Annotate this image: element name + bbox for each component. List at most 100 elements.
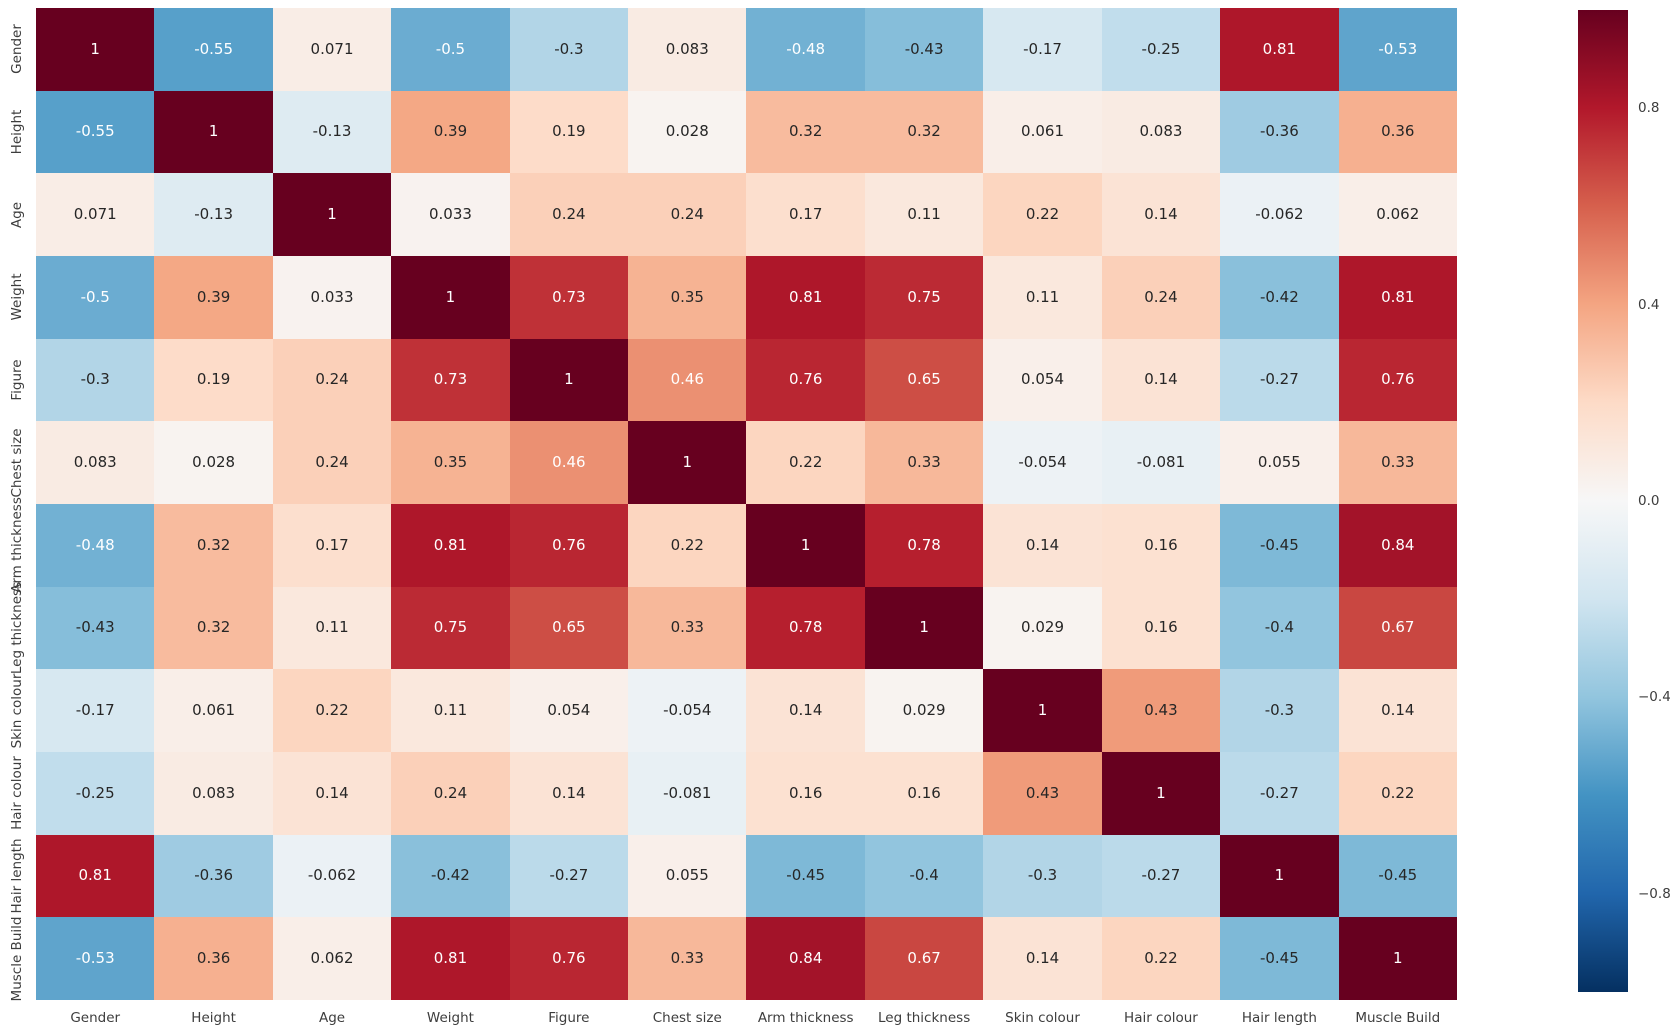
heatmap-cell: -0.062 — [272, 834, 392, 918]
heatmap-cell: 0.24 — [391, 751, 510, 835]
cell-value: 1 — [327, 205, 337, 224]
heatmap-cell: 0.81 — [746, 255, 865, 339]
heatmap-cell: 0.061 — [154, 669, 273, 752]
cell-value: 0.35 — [670, 287, 704, 306]
heatmap-cell: 0.24 — [272, 421, 392, 504]
cell-value: 0.11 — [907, 205, 941, 224]
x-tick-label: Age — [318, 1010, 346, 1026]
cell-value: 0.14 — [1144, 370, 1178, 389]
heatmap-cell: 0.22 — [1101, 917, 1221, 1000]
cell-value: 0.16 — [1144, 618, 1178, 637]
heatmap-cell: 0.24 — [272, 338, 392, 422]
heatmap-cell: -0.17 — [36, 669, 155, 752]
heatmap-cell: 0.24 — [509, 173, 629, 256]
cell-value: 0.19 — [196, 370, 231, 389]
heatmap-cell: -0.53 — [36, 917, 155, 1000]
heatmap-cell: 0.32 — [154, 586, 273, 670]
heatmap-cell: -0.4 — [864, 834, 984, 918]
cell-value: 1 — [208, 122, 219, 141]
cell-value: 0.14 — [1144, 205, 1178, 224]
cell-value: -0.3 — [1264, 701, 1294, 720]
heatmap-cell: -0.3 — [983, 834, 1102, 918]
heatmap-cell: 1 — [391, 255, 510, 339]
heatmap-cell: 0.055 — [1220, 421, 1339, 504]
heatmap-cell: -0.45 — [1220, 917, 1339, 1000]
heatmap-cell: 0.81 — [1338, 255, 1457, 339]
heatmap-cell: -0.5 — [36, 255, 155, 339]
cell-value: 0.22 — [670, 535, 704, 554]
heatmap-cell: -0.27 — [1220, 751, 1339, 835]
cell-value: 0.24 — [315, 370, 349, 389]
heatmap-cell: -0.054 — [628, 669, 747, 752]
cell-value: 0.062 — [310, 949, 354, 968]
heatmap-cell: 0.81 — [1220, 8, 1339, 91]
heatmap-cell: 0.75 — [391, 586, 510, 670]
cell-value: 1 — [90, 39, 100, 58]
heatmap-cell: -0.062 — [1220, 173, 1339, 256]
heatmap-cell: 0.028 — [628, 90, 747, 174]
heatmap-cell: 0.22 — [746, 421, 865, 504]
heatmap-cell: 0.73 — [391, 338, 510, 422]
heatmap-cell: 1 — [1101, 751, 1221, 835]
cell-value: 0.32 — [788, 122, 823, 141]
cell-value: 1 — [445, 287, 456, 306]
heatmap-cell: 0.81 — [391, 917, 510, 1000]
x-tick-label: Weight — [426, 1010, 474, 1026]
heatmap-cell: 0.33 — [628, 586, 747, 670]
cell-value: -0.13 — [194, 205, 234, 224]
cell-value: 0.84 — [788, 949, 823, 968]
cell-value: 0.054 — [547, 701, 591, 720]
x-tick-label: Muscle Build — [1355, 1010, 1441, 1026]
cell-value: 0.81 — [1381, 287, 1415, 306]
cell-value: 0.84 — [1381, 535, 1415, 554]
cell-value: 1 — [919, 618, 929, 637]
heatmap-cell: -0.36 — [1220, 90, 1339, 174]
heatmap-grid: 1 -0.55 0.071 -0.5 -0.3 0.083 -0.48 -0.43 -0.17 -… — [36, 8, 1457, 1000]
cell-value: 0.39 — [433, 122, 468, 141]
cell-value: 0.76 — [552, 535, 586, 554]
cell-value: -0.53 — [1378, 39, 1418, 58]
heatmap-cell: 0.029 — [864, 669, 984, 752]
heatmap-cell: -0.27 — [1101, 834, 1221, 918]
cell-value: 0.46 — [552, 453, 586, 472]
heatmap-cell: 0.14 — [983, 917, 1102, 1000]
cell-value: 0.43 — [1025, 783, 1060, 802]
cell-value: 0.81 — [433, 535, 468, 554]
cell-value: -0.081 — [663, 783, 712, 802]
cell-value: 0.029 — [1021, 618, 1064, 637]
cell-value: 0.028 — [192, 453, 236, 472]
cell-value: -0.45 — [1259, 949, 1299, 968]
heatmap-cell: -0.27 — [509, 834, 629, 918]
cell-value: 0.24 — [433, 783, 468, 802]
heatmap-cell: -0.081 — [1101, 421, 1221, 504]
heatmap-cell: 0.19 — [154, 338, 273, 422]
heatmap-cell: 0.14 — [746, 669, 865, 752]
heatmap-cell: 0.75 — [864, 255, 984, 339]
cell-value: -0.4 — [1264, 618, 1294, 637]
cell-value: 0.78 — [788, 618, 823, 637]
cell-value: 0.81 — [788, 287, 823, 306]
heatmap-cell: 0.22 — [628, 503, 747, 587]
cell-value: -0.081 — [1136, 453, 1186, 472]
cell-value: 0.16 — [1144, 535, 1178, 554]
heatmap-cell: 0.22 — [272, 669, 392, 752]
colorbar-tick-label: −0.4 — [1638, 689, 1670, 706]
cell-value: 0.22 — [1025, 205, 1060, 224]
heatmap-cell: 0.33 — [1338, 421, 1457, 504]
cell-value: 0.054 — [1021, 370, 1064, 389]
colorbar-tick-label: −0.8 — [1638, 885, 1670, 902]
cell-value: 0.055 — [1257, 453, 1301, 472]
heatmap-cell: 0.17 — [746, 173, 865, 256]
cell-value: 0.67 — [907, 949, 941, 968]
heatmap-cell: 1 — [864, 586, 984, 670]
cell-value: -0.5 — [80, 287, 110, 306]
heatmap-cell: 0.32 — [746, 90, 865, 174]
cell-value: 0.061 — [192, 701, 236, 720]
heatmap-cell: 0.84 — [746, 917, 865, 1000]
heatmap-cell: -0.25 — [1101, 8, 1221, 91]
heatmap-cell: 0.67 — [1338, 586, 1457, 670]
heatmap-cell: 0.35 — [391, 421, 510, 504]
heatmap-cell: 1 — [628, 421, 747, 504]
cell-value: 0.75 — [433, 618, 468, 637]
